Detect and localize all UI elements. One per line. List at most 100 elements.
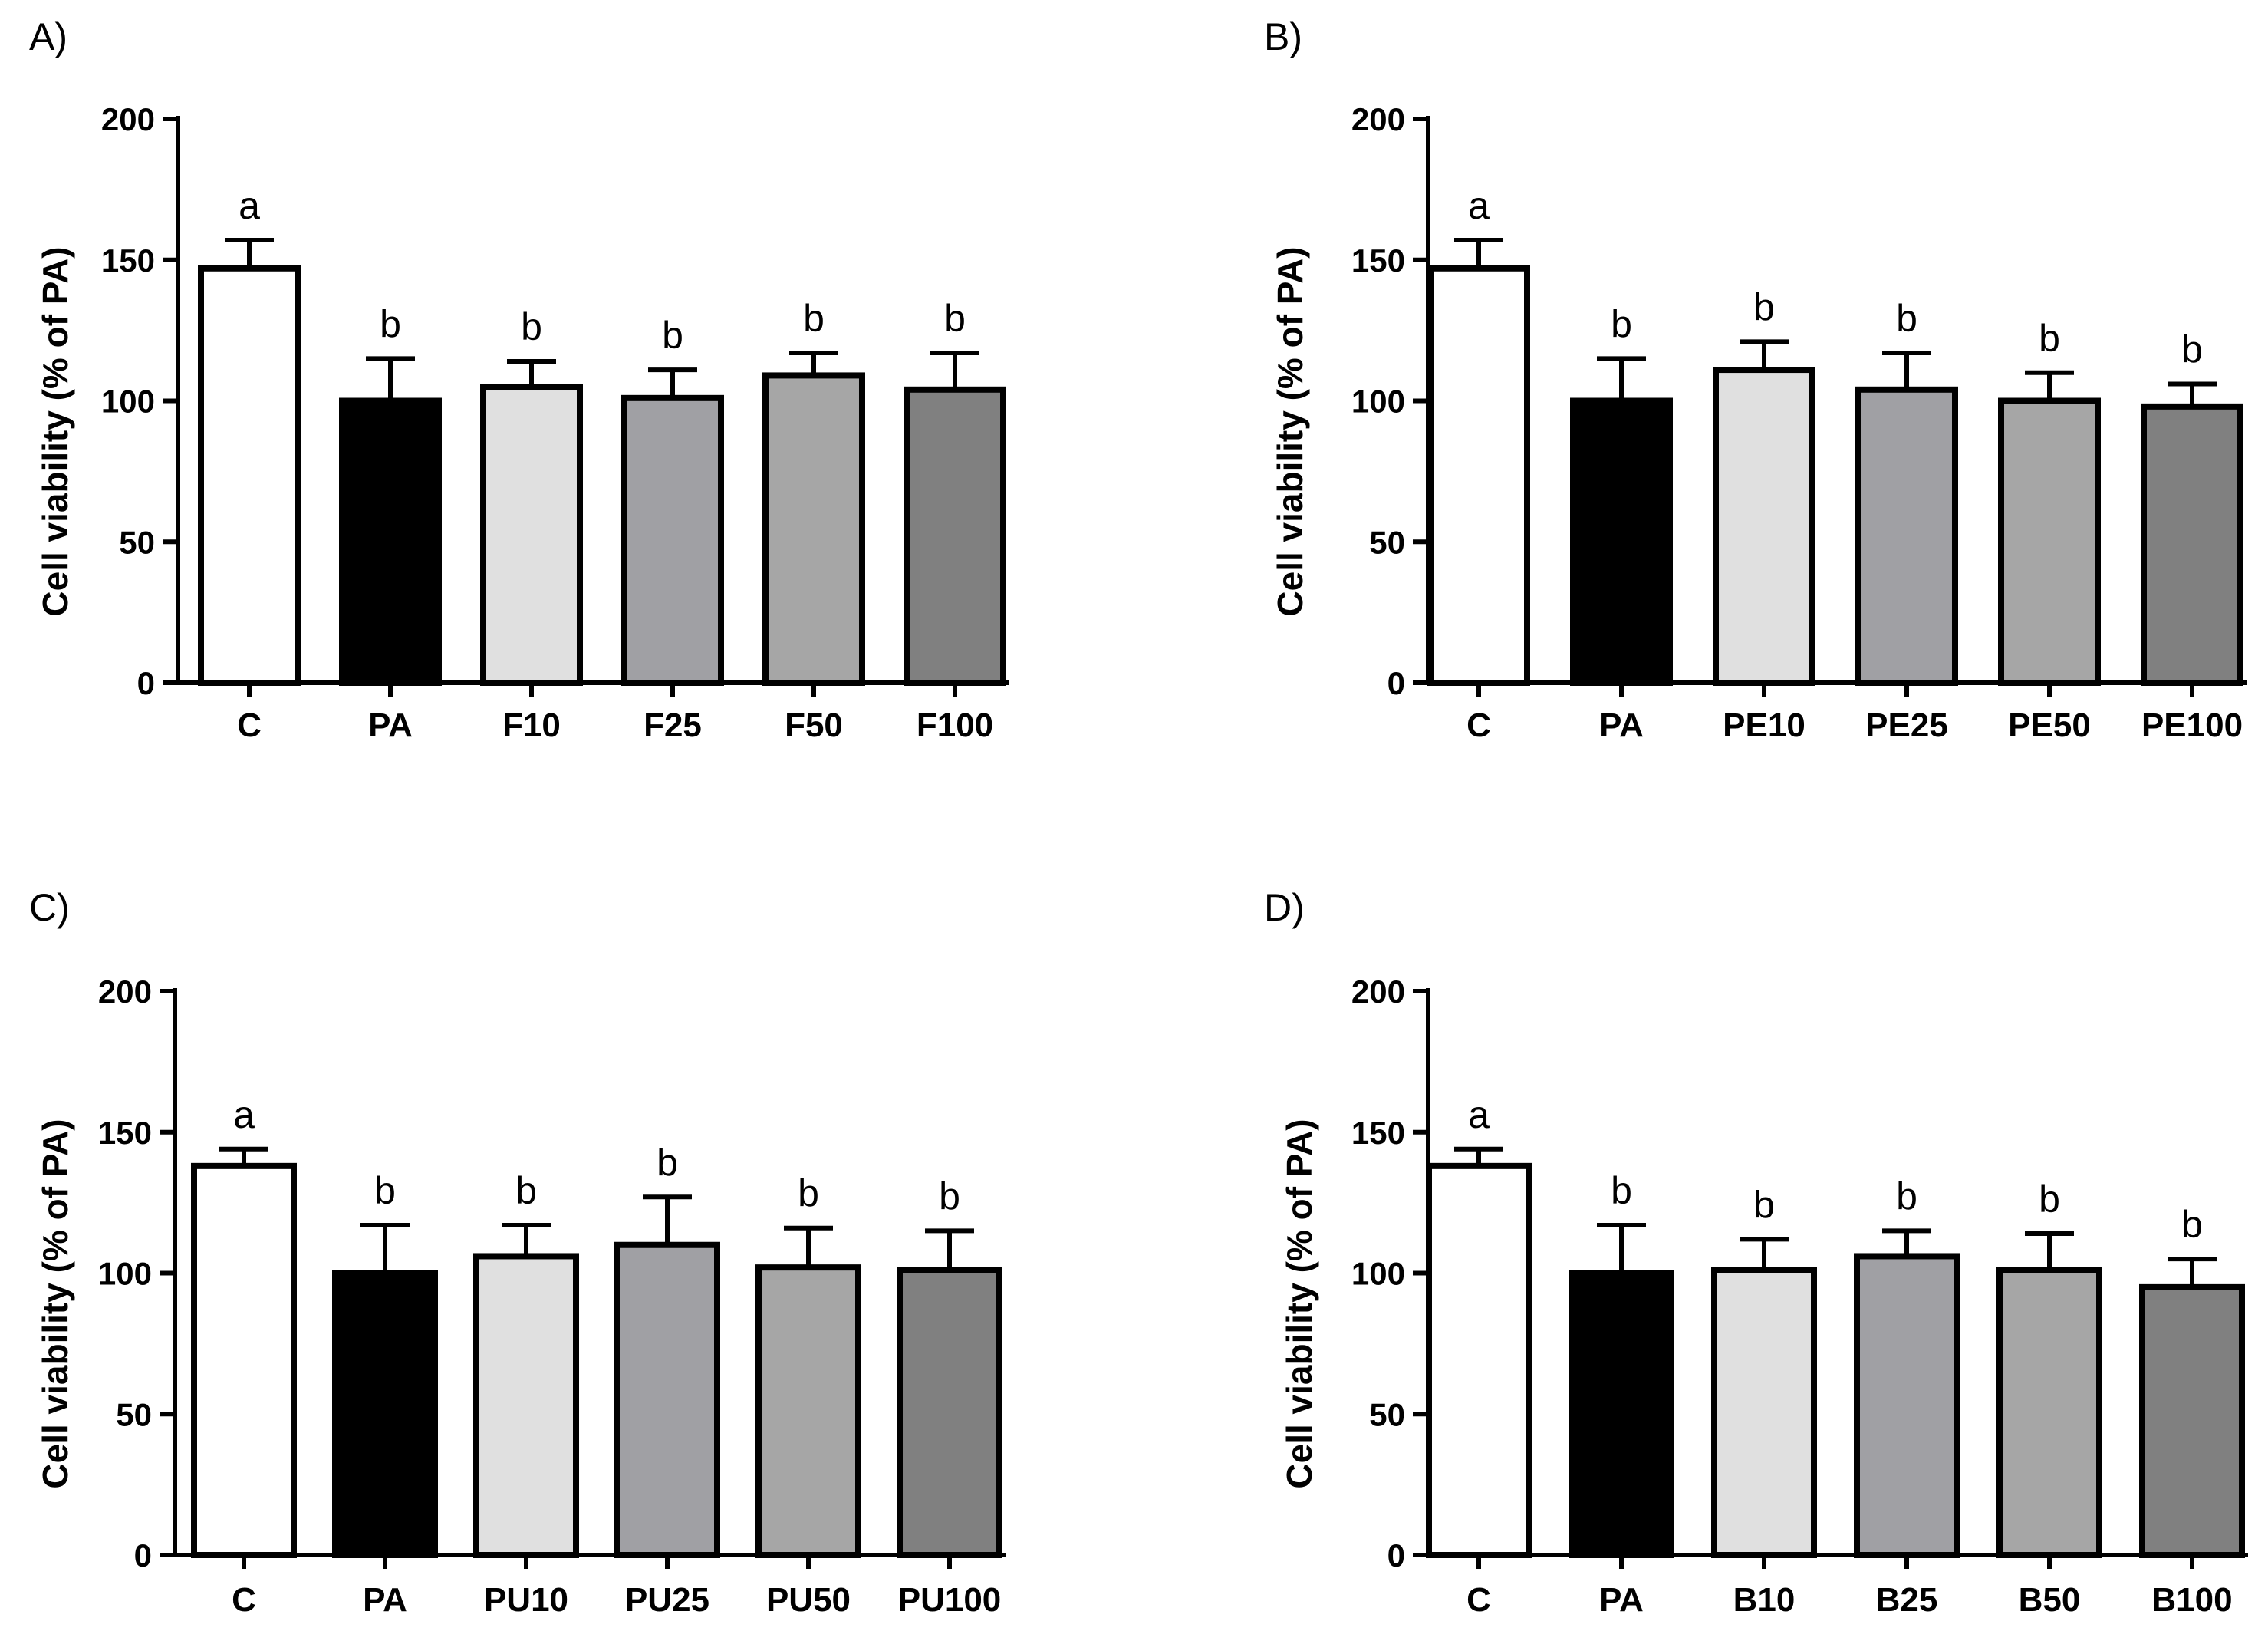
significance-label: b [1611,302,1632,345]
y-axis-label: Cell viability (% of PA) [35,1119,75,1488]
bar-f100 [904,386,1006,686]
significance-label: b [1611,1169,1632,1212]
x-tick-label: PU10 [484,1581,568,1619]
panel-d: D) Cell viability (% of PA) a Cb PA b B10 b B25 b… [1264,886,2248,1619]
y-tick-label: 50 [119,524,155,560]
significance-label: a [1468,1093,1490,1136]
y-tick-label: 200 [101,101,155,137]
bar-pa [332,1270,438,1558]
panel-label: A) [29,15,67,58]
y-tick-label: 150 [1351,1115,1405,1151]
y-tick-label: 0 [1387,665,1405,701]
bar-pe25 [1855,386,1958,686]
panel-b: B) Cell viability (% of PA) a Cb PA b PE10 b PE2… [1264,15,2247,744]
significance-label: b [798,1172,819,1215]
bar-b100 [2139,1283,2245,1558]
panel-label: B) [1264,15,1302,58]
x-tick-label: PA [363,1581,407,1619]
x-tick-label: B50 [2019,1581,2081,1619]
significance-label: a [239,184,260,227]
y-tick-label: 200 [1351,101,1405,137]
bar-pa [1569,1270,1674,1558]
x-tick-label: B100 [2151,1581,2232,1619]
bar-c [1427,265,1530,686]
significance-label: b [1753,285,1775,328]
significance-label: b [2039,1178,2060,1221]
significance-label: a [1468,184,1490,227]
y-tick-label: 100 [101,384,155,420]
y-tick-label: 0 [134,1537,152,1573]
y-tick-label: 150 [101,242,155,278]
bar-pu100 [897,1267,1002,1558]
x-tick-label: F100 [917,707,993,744]
y-tick-label: 200 [98,974,152,1010]
x-tick-label: C [237,707,262,744]
x-tick-label: F25 [644,707,702,744]
bar-f50 [762,372,865,686]
y-tick-label: 100 [1351,1256,1405,1292]
y-tick-label: 50 [1369,524,1405,560]
panel-a: A) Cell viability (% of PA) a Cb PA b F10 b F25 b… [29,15,1009,744]
bar-pa [1570,397,1673,686]
significance-label: b [2039,317,2060,360]
significance-label: b [1896,297,1917,340]
y-tick-label: 150 [1351,242,1405,278]
y-axis-label: Cell viability (% of PA) [35,246,75,616]
significance-label: a [233,1093,255,1136]
significance-label: b [657,1141,678,1184]
x-tick-label: PE50 [2008,707,2091,744]
significance-label: b [521,305,542,348]
bar-c [1426,1162,1532,1558]
bar-pe50 [1998,397,2101,686]
bar-f10 [480,384,583,686]
y-tick-label: 0 [137,665,155,701]
x-tick-label: PE100 [2141,707,2243,744]
bar-pe100 [2141,403,2243,686]
significance-label: b [662,314,683,357]
y-tick-label: 100 [1351,384,1405,420]
x-tick-label: F50 [785,707,843,744]
significance-label: b [1753,1183,1775,1226]
bar-c [191,1162,297,1558]
x-tick-label: C [1466,1581,1491,1619]
y-axis-label: Cell viability (% of PA) [1279,1119,1319,1488]
x-tick-label: PA [1599,707,1644,744]
x-tick-label: C [232,1581,256,1619]
x-tick-label: PU25 [625,1581,709,1619]
x-tick-label: B25 [1876,1581,1938,1619]
significance-label: b [515,1169,537,1212]
significance-label: b [1896,1175,1917,1217]
y-tick-label: 150 [98,1115,152,1151]
significance-label: b [2181,1203,2203,1246]
x-tick-label: C [1466,707,1491,744]
bar-b50 [1996,1267,2102,1558]
y-tick-label: 50 [1369,1396,1405,1432]
x-tick-label: F10 [502,707,561,744]
panel-label: C) [29,886,70,929]
bar-pu25 [614,1241,720,1558]
y-tick-label: 0 [1387,1537,1405,1573]
significance-label: b [803,297,825,340]
significance-label: b [374,1169,396,1212]
bar-b25 [1854,1253,1960,1558]
x-tick-label: PA [368,707,413,744]
significance-label: b [944,297,966,340]
bar-pe10 [1713,367,1815,686]
x-tick-label: B10 [1733,1581,1796,1619]
y-tick-label: 200 [1351,974,1405,1010]
bar-f25 [621,394,724,686]
bar-pu50 [755,1264,861,1559]
x-tick-label: PE25 [1865,707,1948,744]
significance-label: b [2181,328,2203,371]
x-tick-label: PU50 [766,1581,851,1619]
bar-b10 [1711,1267,1817,1558]
bar-c [198,265,301,686]
x-tick-label: PA [1599,1581,1644,1619]
panel-label: D) [1264,886,1305,929]
y-axis-label: Cell viability (% of PA) [1270,246,1310,616]
x-tick-label: PE10 [1723,707,1806,744]
y-tick-label: 100 [98,1256,152,1292]
panel-c: C) Cell viability (% of PA) a Cb PA b PU10 b PU2… [29,886,1006,1619]
bar-pu10 [473,1253,579,1558]
